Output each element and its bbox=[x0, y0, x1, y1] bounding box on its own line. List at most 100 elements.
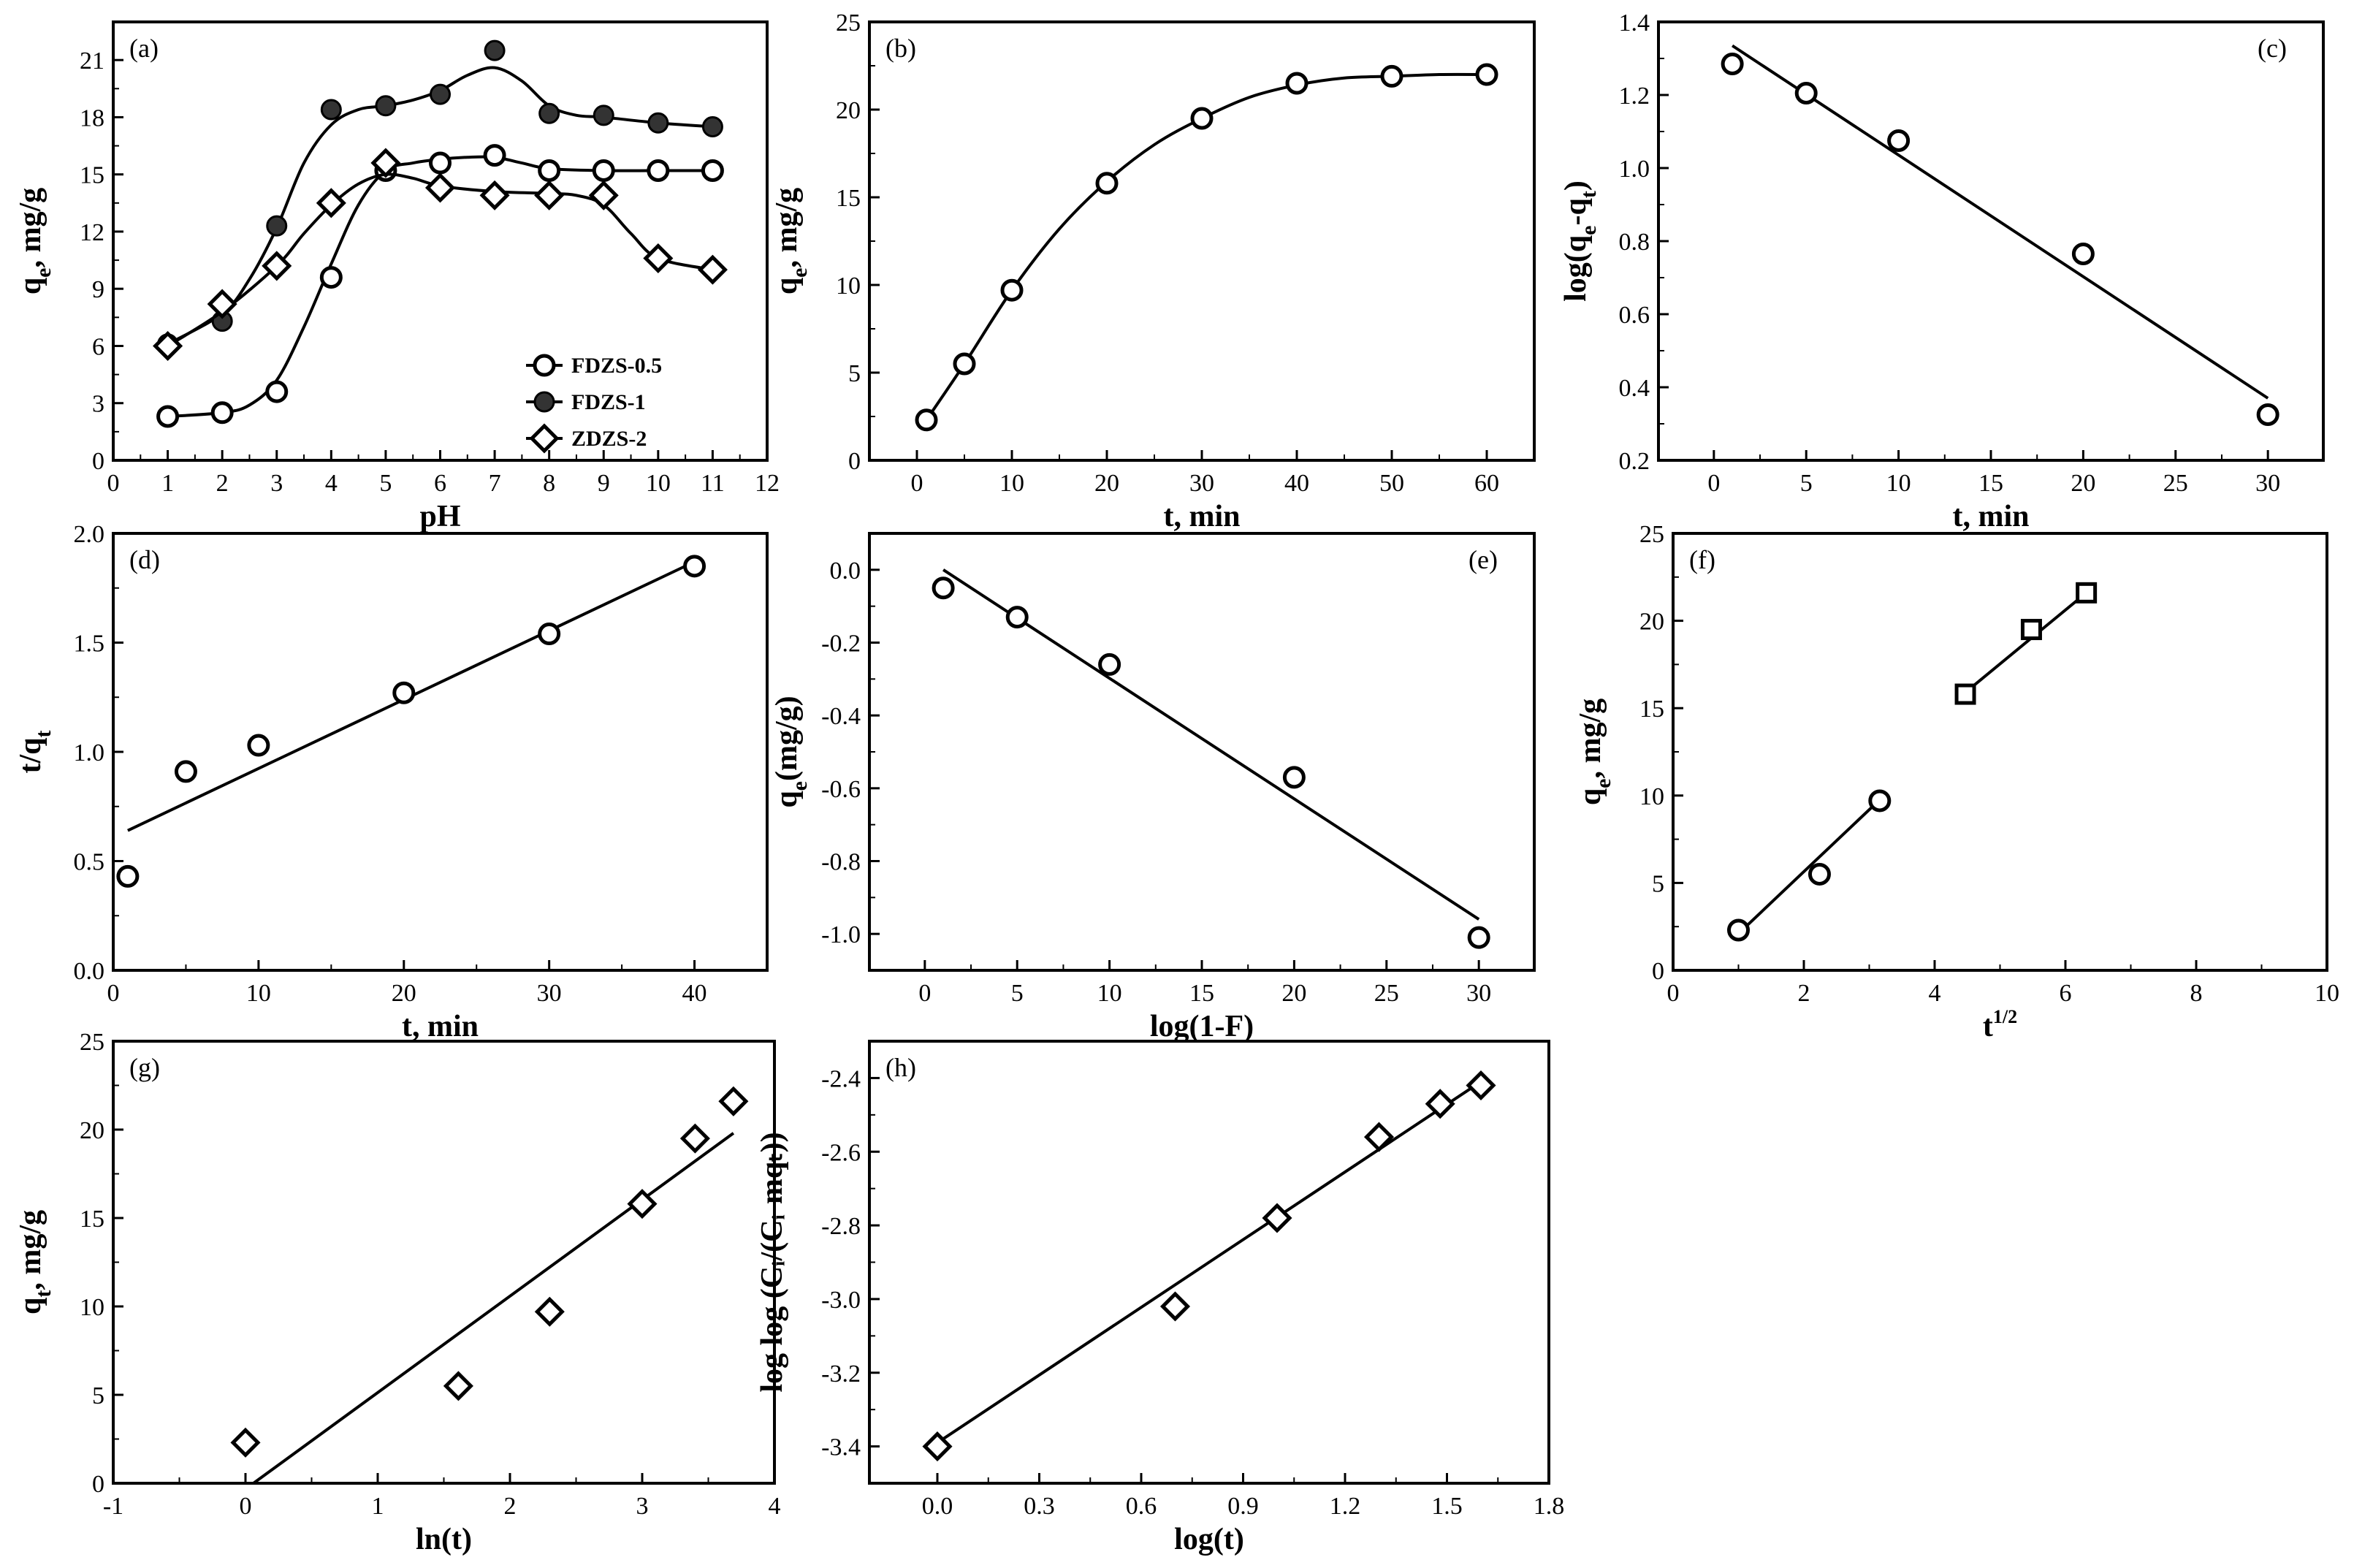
panel-label: (b) bbox=[885, 34, 916, 63]
y-tick-label: 0 bbox=[1652, 958, 1664, 985]
legend-marker bbox=[533, 354, 556, 377]
panel-label: (c) bbox=[2258, 34, 2287, 63]
x-tick-label: 30 bbox=[1189, 470, 1214, 497]
data-point bbox=[247, 734, 270, 757]
x-tick-label: 0 bbox=[1667, 980, 1680, 1007]
y-tick-label: 18 bbox=[80, 104, 104, 132]
y-tick-label: 15 bbox=[80, 1206, 104, 1233]
x-tick-label: 20 bbox=[392, 980, 416, 1007]
x-tick-label: 3 bbox=[270, 470, 283, 497]
legend: FDZS-0.5 FDZS-1 ZDZS-2 bbox=[526, 354, 662, 454]
x-tick-label: 0.0 bbox=[922, 1493, 953, 1520]
panel-h: 0.0 0.3 0.6 0.9 1.2 1.5 1.8 -2.4 -2.6 -2.8 -3.0 -3.… bbox=[755, 1040, 1565, 1556]
x-tick-label: 8 bbox=[543, 470, 555, 497]
x-axis-label: t, min bbox=[1164, 500, 1241, 533]
data-point bbox=[627, 1189, 658, 1219]
data-point bbox=[479, 180, 510, 210]
x-tick-label: 0 bbox=[1707, 470, 1720, 497]
legend-label: FDZS-1 bbox=[571, 390, 646, 414]
y-tick-label: 12 bbox=[80, 219, 104, 246]
panel-label: (h) bbox=[885, 1053, 916, 1082]
data-point bbox=[718, 1086, 749, 1116]
y-axis-label: qe(mg/g) bbox=[770, 696, 812, 807]
fit-line bbox=[942, 568, 1480, 921]
data-point bbox=[116, 864, 140, 888]
y-tick-label: -3.0 bbox=[821, 1287, 861, 1314]
panel-f: 0 2 4 6 8 10 0 5 10 15 20 25 t1/2 qe, mg/g (f) bbox=[1574, 521, 2339, 1043]
x-tick-label: 15 bbox=[1978, 470, 2003, 497]
data-point bbox=[210, 401, 234, 425]
y-tick-label: 1.4 bbox=[1619, 9, 1650, 37]
y-axis-label: qe, mg/g bbox=[14, 188, 56, 294]
x-tick-label: 10 bbox=[999, 470, 1024, 497]
y-tick-label: 25 bbox=[836, 9, 861, 37]
x-tick-label: 1.8 bbox=[1534, 1493, 1565, 1520]
x-tick-label: 10 bbox=[1886, 470, 1911, 497]
y-tick-label: 1.0 bbox=[1619, 156, 1650, 183]
y-tick-label: 5 bbox=[848, 360, 861, 387]
y-tick-label: 0.5 bbox=[74, 849, 105, 876]
y-tick-label: 0.8 bbox=[1619, 229, 1650, 256]
data-point bbox=[443, 1371, 473, 1401]
x-tick-label: 60 bbox=[1474, 470, 1499, 497]
x-axis-label: log(1-F) bbox=[1150, 1010, 1254, 1043]
data-point bbox=[483, 144, 506, 167]
y-tick-label: -3.4 bbox=[821, 1434, 861, 1461]
y-axis-label: t/qt bbox=[14, 730, 56, 773]
y-tick-label: -2.6 bbox=[821, 1139, 861, 1166]
panel-label: (g) bbox=[129, 1053, 160, 1082]
data-point bbox=[2256, 403, 2279, 426]
panel-b: 0 10 20 30 40 50 60 0 5 10 15 20 25 t, min qe, mg/g (b) bbox=[770, 9, 1536, 533]
x-tick-label: 10 bbox=[246, 980, 271, 1007]
data-point bbox=[174, 760, 197, 783]
data-point bbox=[1425, 1089, 1455, 1119]
data-point bbox=[1467, 926, 1490, 949]
plot-frame bbox=[868, 20, 1536, 462]
x-tick-label: 0 bbox=[107, 980, 120, 1007]
x-tick-label: 3 bbox=[636, 1493, 649, 1520]
x-axis-label: t1/2 bbox=[1983, 1006, 2017, 1043]
panel-c: 0 5 10 15 20 25 30 0.2 0.4 0.6 0.8 1.0 1.2 1.4 t, min l… bbox=[1559, 9, 2325, 533]
data-point bbox=[1285, 72, 1309, 95]
data-point bbox=[230, 1427, 261, 1458]
data-point bbox=[1005, 606, 1029, 629]
data-point bbox=[1466, 1070, 1496, 1101]
y-tick-label: 0.2 bbox=[1619, 448, 1650, 475]
data-point bbox=[1262, 1203, 1292, 1233]
data-point bbox=[922, 1431, 953, 1462]
x-tick-label: 2 bbox=[216, 470, 229, 497]
fit-line bbox=[252, 1132, 735, 1485]
y-tick-label: 9 bbox=[92, 276, 104, 303]
data-point bbox=[1000, 278, 1024, 302]
y-tick-label: 10 bbox=[836, 273, 861, 300]
data-point bbox=[429, 151, 452, 175]
y-tick-label: 25 bbox=[80, 1029, 104, 1056]
y-tick-label: 15 bbox=[80, 162, 104, 189]
data-point bbox=[1190, 107, 1214, 130]
data-point bbox=[484, 39, 506, 61]
x-tick-label: 12 bbox=[755, 470, 780, 497]
data-point bbox=[430, 83, 451, 105]
y-tick-label: 0.6 bbox=[1619, 302, 1650, 329]
x-axis-label: ln(t) bbox=[416, 1523, 472, 1556]
data-point bbox=[424, 172, 456, 203]
data-point bbox=[370, 148, 401, 178]
data-point bbox=[953, 352, 976, 376]
x-tick-label: 20 bbox=[1281, 980, 1306, 1007]
panel-label: (a) bbox=[129, 34, 159, 63]
data-point bbox=[592, 159, 615, 182]
y-tick-label: -0.2 bbox=[821, 631, 861, 658]
data-point bbox=[316, 188, 346, 218]
y-tick-label: 21 bbox=[80, 47, 104, 75]
x-tick-label: 8 bbox=[2190, 980, 2203, 1007]
data-point bbox=[701, 115, 723, 137]
y-tick-label: 0.4 bbox=[1619, 375, 1650, 402]
x-tick-label: 4 bbox=[769, 1493, 781, 1520]
y-axis-label: qe, mg/g bbox=[1574, 699, 1615, 805]
legend-marker bbox=[533, 391, 555, 413]
plot-frame bbox=[868, 532, 1536, 972]
y-tick-label: 20 bbox=[80, 1117, 104, 1144]
x-tick-label: 30 bbox=[1466, 980, 1491, 1007]
data-point bbox=[1887, 129, 1911, 152]
